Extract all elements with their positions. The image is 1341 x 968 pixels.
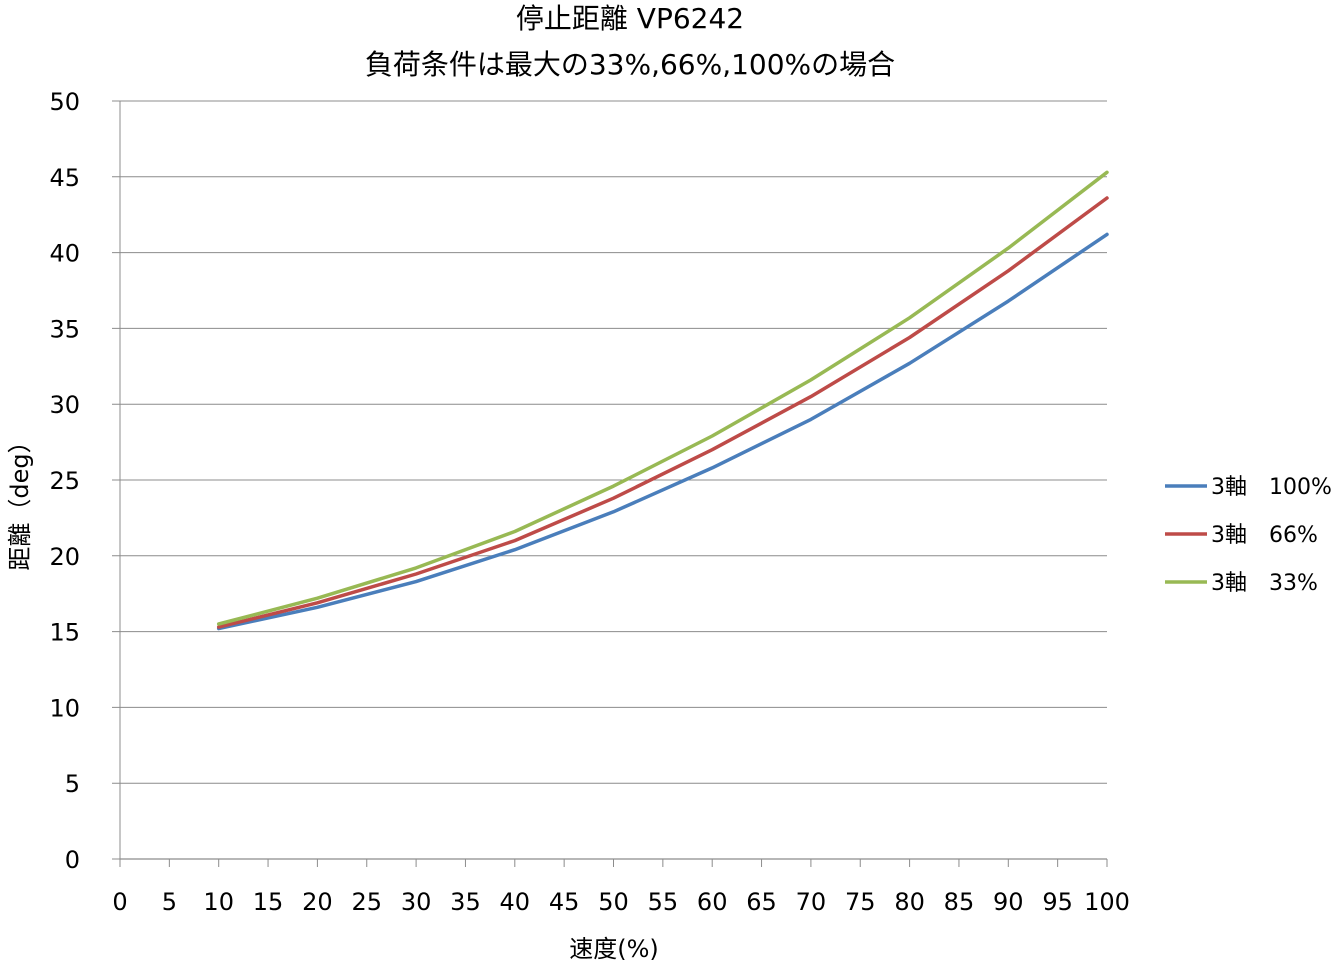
x-tick-label: 35 (450, 888, 481, 916)
chart-subtitle: 負荷条件は最大の33%,66%,100%の場合 (365, 48, 895, 81)
y-tick-label: 0 (65, 846, 80, 874)
gridlines (112, 100, 1107, 860)
legend-entry-label: 3軸 33% (1211, 571, 1318, 596)
x-tick-label: 65 (746, 888, 777, 916)
y-tick-label: 45 (49, 164, 80, 192)
series-line-1 (216, 232, 1109, 631)
y-tick-label: 50 (49, 88, 80, 116)
legend: 3軸 100% 3軸 66% 3軸 33% (1165, 475, 1332, 596)
legend-entry-label: 3軸 66% (1211, 523, 1318, 548)
y-tick-labels: 0 5 10 15 20 25 30 35 40 45 50 (49, 88, 80, 874)
x-tick-label: 90 (993, 888, 1024, 916)
y-tick-label: 10 (49, 694, 80, 722)
y-tick-label: 20 (49, 543, 80, 571)
y-tick-label: 30 (49, 391, 80, 419)
axes (119, 101, 1108, 867)
x-tick-label: 75 (845, 888, 876, 916)
x-tick-label: 60 (697, 888, 728, 916)
x-tick-label: 10 (203, 888, 234, 916)
x-tick-label: 50 (598, 888, 629, 916)
legend-entry-label: 3軸 100% (1211, 475, 1332, 500)
series-line-3 (216, 170, 1109, 626)
x-tick-label: 80 (894, 888, 925, 916)
x-tick-label: 20 (302, 888, 333, 916)
x-tick-label: 30 (401, 888, 432, 916)
series-line-2 (216, 196, 1109, 629)
x-tick-label: 85 (944, 888, 975, 916)
y-tick-label: 40 (49, 240, 80, 268)
y-tick-label: 15 (49, 619, 80, 647)
x-tick-label: 25 (351, 888, 382, 916)
chart-title: 停止距離 VP6242 (516, 2, 744, 35)
x-tick-label: 95 (1042, 888, 1073, 916)
x-tick-label: 15 (253, 888, 284, 916)
y-tick-label: 35 (49, 315, 80, 343)
x-tick-label: 100 (1084, 888, 1130, 916)
x-tick-label: 70 (796, 888, 827, 916)
data-series (216, 170, 1109, 631)
x-axis-label: 速度(%) (569, 935, 659, 963)
x-tick-label: 45 (549, 888, 580, 916)
x-tick-label: 5 (162, 888, 177, 916)
y-axis-label: 距離（deg） (6, 429, 34, 570)
x-tick-label: 55 (648, 888, 679, 916)
x-tick-label: 40 (500, 888, 531, 916)
x-tick-labels: 0 5 10 15 20 25 30 35 40 45 50 55 60 65 70 75 80 85 90 95 10… (112, 888, 1130, 916)
y-tick-label: 5 (65, 770, 80, 798)
x-tick-label: 0 (112, 888, 127, 916)
y-tick-label: 25 (49, 467, 80, 495)
